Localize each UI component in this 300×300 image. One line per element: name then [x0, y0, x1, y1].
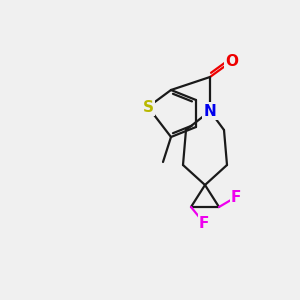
Text: N: N [204, 103, 216, 118]
Text: O: O [226, 53, 238, 68]
Text: F: F [199, 215, 209, 230]
Text: S: S [142, 100, 154, 115]
Text: F: F [231, 190, 241, 205]
